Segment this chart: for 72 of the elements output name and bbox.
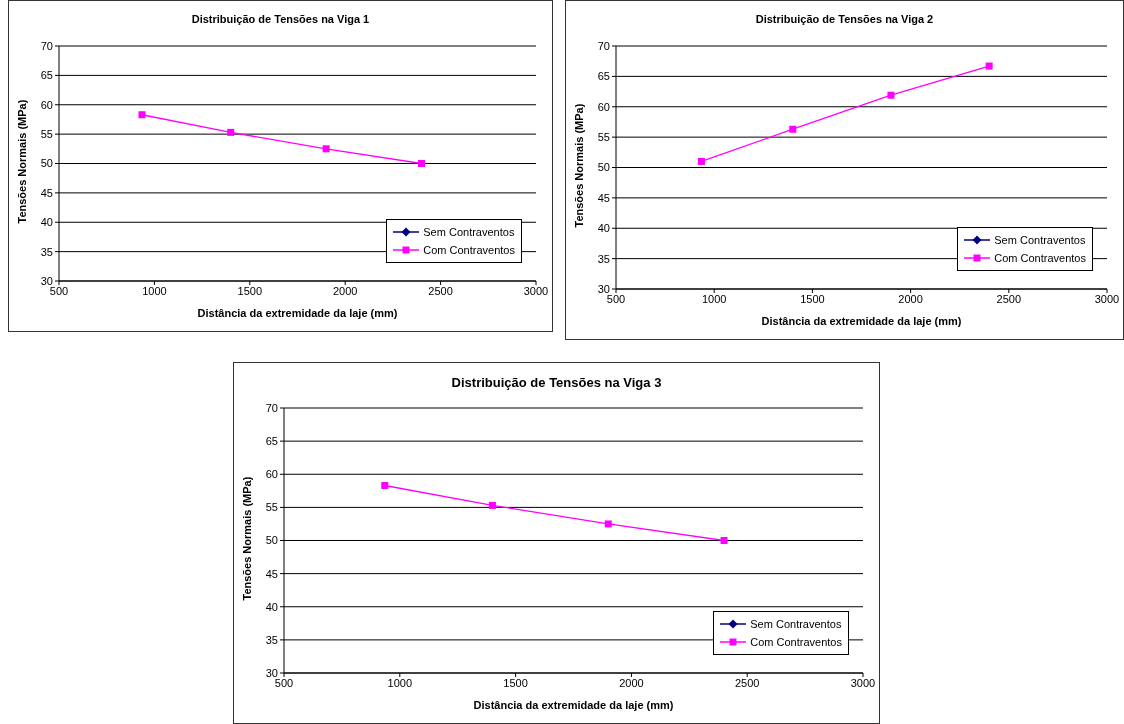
y-tick-label: 30 bbox=[265, 666, 278, 679]
point bbox=[604, 520, 612, 528]
y-tick-label: 55 bbox=[597, 131, 610, 144]
x-axis-title: Distância da extremidade da laje (mm) bbox=[473, 699, 674, 711]
point bbox=[488, 501, 496, 509]
y-tick-label: 35 bbox=[40, 245, 53, 258]
x-tick-label: 2500 bbox=[996, 292, 1022, 305]
y-tick-label: 45 bbox=[597, 191, 610, 204]
point bbox=[887, 91, 895, 99]
x-tick-label: 2000 bbox=[898, 292, 923, 305]
y-tick-label: 65 bbox=[40, 69, 53, 82]
x-tick-label: 1500 bbox=[503, 676, 528, 689]
legend-label: Com Contraventos bbox=[750, 636, 842, 648]
x-tick-label: 3000 bbox=[523, 284, 549, 297]
y-tick-label: 50 bbox=[265, 534, 278, 547]
x-tick-label: 500 bbox=[606, 292, 626, 305]
y-tick-label: 65 bbox=[265, 435, 278, 448]
y-tick-label: 35 bbox=[265, 633, 278, 646]
point bbox=[322, 145, 330, 153]
x-tick-label: 500 bbox=[274, 676, 294, 689]
y-tick-label: 55 bbox=[40, 128, 53, 141]
point bbox=[720, 537, 728, 544]
y-tick-label: 70 bbox=[597, 39, 610, 52]
x-tick-label: 3000 bbox=[1094, 292, 1120, 305]
point bbox=[138, 111, 146, 119]
legend-label: Com Contraventos bbox=[423, 244, 515, 256]
x-tick-label: 1000 bbox=[142, 284, 167, 297]
x-tick-label: 2000 bbox=[619, 676, 644, 689]
point bbox=[381, 482, 389, 490]
y-tick-label: 70 bbox=[40, 39, 53, 52]
y-tick-label: 35 bbox=[597, 252, 610, 265]
x-tick-label: 1000 bbox=[701, 292, 727, 305]
x-tick-label: 1500 bbox=[237, 284, 263, 297]
y-tick-label: 40 bbox=[40, 216, 53, 229]
x-tick-label: 2000 bbox=[332, 284, 358, 297]
y-tick-label: 45 bbox=[265, 567, 278, 580]
y-tick-label: 55 bbox=[265, 501, 278, 514]
x-axis-title: Distância da extremidade da laje (mm) bbox=[197, 307, 398, 319]
y-tick-label: 60 bbox=[597, 100, 610, 113]
legend-label: Sem Contraventos bbox=[994, 234, 1086, 246]
y-tick-label: 65 bbox=[597, 70, 610, 83]
y-tick-label: 50 bbox=[40, 157, 53, 170]
chart-title: Distribuição de Tensões na Viga 3 bbox=[450, 375, 663, 390]
y-tick-label: 50 bbox=[597, 161, 610, 174]
point bbox=[697, 157, 705, 165]
y-tick-label: 45 bbox=[40, 186, 53, 199]
point bbox=[985, 62, 993, 70]
x-axis-title: Distância da extremidade da laje (mm) bbox=[761, 315, 962, 327]
point bbox=[789, 125, 797, 133]
legend-label: Sem Contraventos bbox=[423, 226, 515, 238]
y-tick-label: 30 bbox=[597, 282, 610, 295]
y-tick-label: 70 bbox=[265, 401, 278, 414]
y-axis-title: Tensões Normais (MPa) bbox=[15, 99, 28, 224]
x-tick-label: 2500 bbox=[734, 676, 760, 689]
point bbox=[227, 128, 235, 136]
x-tick-label: 1500 bbox=[800, 292, 825, 305]
y-tick-label: 40 bbox=[265, 600, 278, 613]
y-tick-label: 60 bbox=[40, 98, 53, 111]
legend-label: Sem Contraventos bbox=[750, 618, 842, 630]
x-tick-label: 3000 bbox=[850, 676, 876, 689]
point bbox=[418, 160, 426, 167]
y-axis-title: Tensões Normais (MPa) bbox=[240, 476, 253, 601]
y-tick-label: 30 bbox=[40, 274, 53, 287]
chart-title: Distribuição de Tensões na Viga 2 bbox=[754, 13, 935, 25]
x-tick-label: 2500 bbox=[428, 284, 453, 297]
chart-title: Distribuição de Tensões na Viga 1 bbox=[190, 13, 371, 25]
y-tick-label: 60 bbox=[265, 468, 278, 481]
y-axis-title: Tensões Normais (MPa) bbox=[572, 103, 585, 228]
y-tick-label: 40 bbox=[597, 222, 610, 235]
x-tick-label: 500 bbox=[49, 284, 69, 297]
x-tick-label: 1000 bbox=[387, 676, 413, 689]
legend-label: Com Contraventos bbox=[994, 252, 1086, 264]
